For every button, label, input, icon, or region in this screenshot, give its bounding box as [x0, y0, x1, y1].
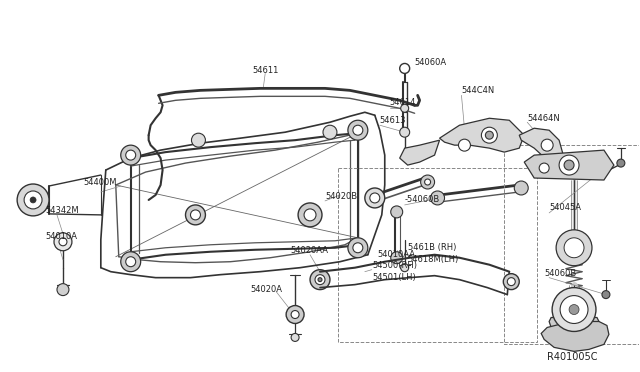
Text: -54060B: -54060B [404, 195, 440, 205]
Circle shape [420, 175, 435, 189]
Text: 54020A: 54020A [250, 285, 282, 294]
Text: R401005C: R401005C [547, 352, 598, 362]
Circle shape [552, 288, 596, 331]
Circle shape [121, 145, 141, 165]
Circle shape [367, 191, 381, 205]
Text: 54400M: 54400M [83, 177, 116, 186]
Circle shape [485, 131, 493, 139]
Circle shape [556, 230, 592, 266]
Circle shape [353, 243, 363, 253]
Circle shape [391, 206, 403, 218]
Circle shape [191, 210, 200, 220]
Circle shape [57, 283, 69, 296]
Text: 54010AA: 54010AA [378, 250, 415, 259]
Text: 54020AA: 54020AA [290, 246, 328, 255]
Polygon shape [519, 128, 564, 165]
Text: 544C4N: 544C4N [461, 86, 495, 95]
Circle shape [400, 64, 410, 73]
Circle shape [431, 191, 445, 205]
Text: 54464N: 54464N [527, 114, 560, 123]
Circle shape [121, 252, 141, 272]
Circle shape [186, 205, 205, 225]
Circle shape [310, 270, 330, 290]
Circle shape [481, 127, 497, 143]
Circle shape [541, 139, 553, 151]
Circle shape [371, 195, 377, 201]
Circle shape [315, 275, 325, 285]
Circle shape [401, 264, 409, 272]
Circle shape [348, 120, 368, 140]
Circle shape [125, 257, 136, 267]
Circle shape [17, 184, 49, 216]
Circle shape [564, 160, 574, 170]
Circle shape [348, 238, 368, 258]
Circle shape [291, 333, 299, 341]
Text: 54613: 54613 [380, 116, 406, 125]
Polygon shape [524, 150, 614, 180]
Circle shape [54, 233, 72, 251]
Circle shape [59, 238, 67, 246]
Circle shape [458, 139, 470, 151]
Circle shape [353, 125, 363, 135]
Text: 54614: 54614 [390, 98, 416, 107]
Text: 54060B: 54060B [544, 269, 577, 278]
Polygon shape [400, 140, 440, 165]
Circle shape [503, 274, 519, 290]
Text: 54010A: 54010A [45, 232, 77, 241]
Circle shape [125, 150, 136, 160]
Text: 54342M: 54342M [45, 206, 79, 215]
Text: 54020B: 54020B [325, 192, 357, 202]
Circle shape [286, 305, 304, 324]
Circle shape [569, 305, 579, 314]
Bar [338, 168, 537, 342]
Polygon shape [440, 118, 524, 152]
Circle shape [400, 127, 410, 137]
Circle shape [370, 193, 380, 203]
Text: 54500(RH): 54500(RH) [373, 261, 418, 270]
Text: 54618M(LH): 54618M(LH) [408, 255, 459, 264]
Circle shape [30, 197, 36, 203]
Text: 54045A: 54045A [549, 203, 581, 212]
Circle shape [304, 209, 316, 221]
Circle shape [602, 291, 610, 299]
Circle shape [298, 203, 322, 227]
Circle shape [424, 179, 431, 185]
Circle shape [508, 278, 515, 286]
Text: 54501(LH): 54501(LH) [373, 273, 417, 282]
Circle shape [365, 188, 385, 208]
Polygon shape [549, 318, 599, 327]
Text: 54060A: 54060A [415, 58, 447, 67]
Circle shape [318, 278, 322, 282]
Circle shape [560, 296, 588, 324]
Text: 54611: 54611 [252, 66, 278, 75]
Circle shape [564, 238, 584, 258]
Circle shape [291, 311, 299, 318]
Circle shape [24, 191, 42, 209]
Circle shape [391, 252, 403, 264]
Polygon shape [541, 321, 609, 352]
Circle shape [515, 181, 528, 195]
Circle shape [617, 159, 625, 167]
Text: 5461B (RH): 5461B (RH) [408, 243, 456, 252]
Circle shape [323, 125, 337, 139]
Circle shape [559, 155, 579, 175]
Circle shape [191, 133, 205, 147]
Circle shape [539, 163, 549, 173]
Circle shape [401, 104, 409, 112]
Bar [504, 145, 640, 344]
